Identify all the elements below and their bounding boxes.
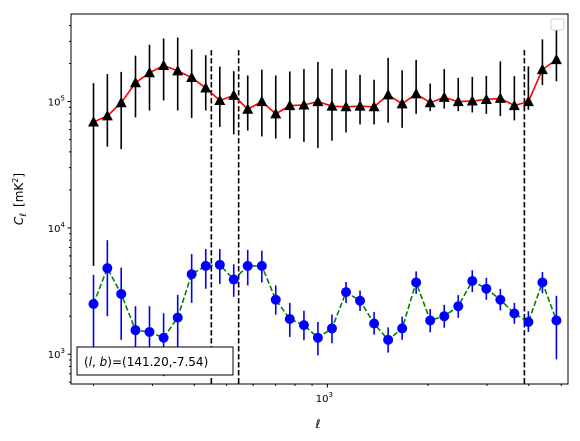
data-point-triangle <box>256 95 268 107</box>
data-point-circle <box>383 334 394 345</box>
data-point-circle <box>453 301 464 312</box>
data-point-triangle <box>88 115 100 127</box>
data-point-triangle <box>172 64 184 76</box>
data-point-circle <box>186 269 197 280</box>
data-point-triangle <box>326 100 338 111</box>
data-point-triangle <box>466 95 478 106</box>
data-point-triangle <box>354 100 366 111</box>
y-tick-label: 103 <box>48 347 65 361</box>
series-line-lower <box>92 264 558 341</box>
data-point-circle <box>411 277 422 288</box>
series-line-upper <box>93 58 557 123</box>
data-point-circle <box>270 294 281 305</box>
data-point-circle <box>326 323 337 334</box>
data-point-triangle <box>284 99 296 111</box>
data-point-circle <box>397 323 408 334</box>
data-point-circle <box>523 316 534 327</box>
data-point-circle <box>102 263 113 274</box>
plot-data <box>88 29 562 377</box>
data-point-triangle <box>214 94 226 106</box>
data-point-triangle <box>438 91 450 102</box>
data-point-circle <box>158 332 169 343</box>
data-point-circle <box>355 295 366 306</box>
data-point-triangle <box>508 99 520 111</box>
data-point-circle <box>425 315 436 326</box>
data-point-triangle <box>270 107 282 119</box>
data-point-circle <box>242 260 253 271</box>
annotation-text: (l, b)=(141.20,-7.54) <box>84 355 208 369</box>
data-point-circle <box>439 311 450 322</box>
data-point-circle <box>172 312 183 323</box>
data-point-circle <box>130 325 141 336</box>
data-point-triangle <box>200 82 212 93</box>
data-point-circle <box>200 260 211 271</box>
data-point-circle <box>551 315 562 326</box>
y-tick-label: 104 <box>48 221 66 235</box>
legend-box <box>550 18 565 31</box>
data-point-circle <box>341 287 352 298</box>
data-point-triangle <box>340 100 352 112</box>
data-point-circle <box>369 318 380 329</box>
data-point-circle <box>509 308 520 319</box>
data-point-triangle <box>480 93 492 104</box>
data-point-triangle <box>242 103 254 114</box>
data-point-triangle <box>494 92 506 103</box>
data-point-triangle <box>522 95 534 107</box>
data-point-triangle <box>410 87 422 99</box>
y-axis-label: Cℓ[mK2] <box>11 173 29 225</box>
axes-frame <box>70 13 569 385</box>
data-point-circle <box>88 298 99 309</box>
data-point-triangle <box>129 76 141 88</box>
y-tick-label: 105 <box>48 95 65 109</box>
data-point-triangle <box>424 96 436 108</box>
data-point-circle <box>256 260 267 271</box>
data-point-circle <box>228 274 239 285</box>
data-point-triangle <box>298 98 310 110</box>
data-point-circle <box>481 283 492 294</box>
data-point-triangle <box>382 88 394 100</box>
x-tick-label: 103 <box>316 391 333 405</box>
data-point-circle <box>537 277 548 288</box>
data-point-triangle <box>396 97 408 109</box>
data-point-triangle <box>452 95 464 107</box>
annotation: (l, b)=(141.20,-7.54) <box>76 346 234 376</box>
data-point-circle <box>144 326 155 337</box>
data-point-circle <box>298 320 309 331</box>
data-point-circle <box>312 332 323 343</box>
data-point-triangle <box>143 66 155 78</box>
annotation-box <box>76 346 234 376</box>
data-point-circle <box>284 314 295 325</box>
data-point-triangle <box>550 53 562 65</box>
data-point-triangle <box>228 89 240 100</box>
data-point-triangle <box>536 63 548 75</box>
data-point-circle <box>214 259 225 270</box>
data-point-triangle <box>101 109 113 121</box>
data-point-triangle <box>186 71 198 83</box>
data-point-triangle <box>115 96 127 108</box>
data-point-circle <box>116 288 127 299</box>
x-axis-label: ℓ <box>315 417 321 431</box>
data-point-triangle <box>368 100 380 112</box>
data-point-circle <box>495 294 506 305</box>
data-point-triangle <box>158 59 170 71</box>
data-point-circle <box>467 275 478 286</box>
data-point-triangle <box>312 95 324 107</box>
